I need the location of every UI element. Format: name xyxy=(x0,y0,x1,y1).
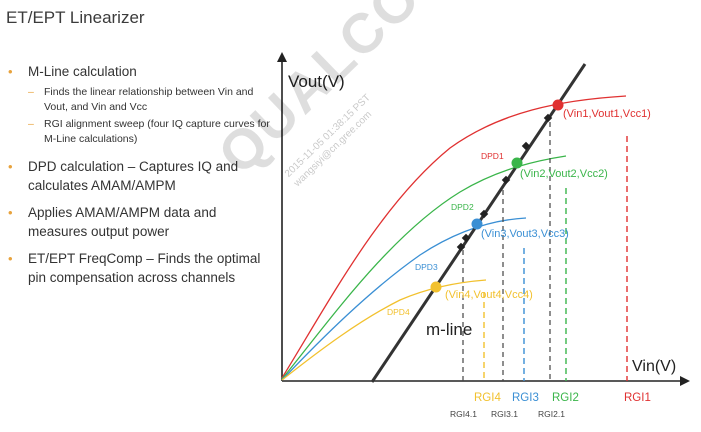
bullet-dot-icon: • xyxy=(8,205,13,220)
sub-bullet-text: RGI alignment sweep (four IQ capture cur… xyxy=(44,118,270,145)
bullet-list: • M-Line calculation – Finds the linear … xyxy=(8,62,270,293)
sub-bullet: – RGI alignment sweep (four IQ capture c… xyxy=(8,117,270,147)
dash-icon: – xyxy=(28,86,34,98)
marker-icon xyxy=(456,242,466,252)
y-axis-label: Vout(V) xyxy=(288,72,345,91)
dash-icon: – xyxy=(28,118,34,130)
dpd1-label: DPD1 xyxy=(481,151,504,161)
dpd3-label: DPD3 xyxy=(415,262,438,272)
sub-bullet: – Finds the linear relationship between … xyxy=(8,85,270,115)
point-2-label: (Vin2,Vout2,Vcc2) xyxy=(520,168,608,180)
bullet-text: Applies AMAM/AMPM data and measures outp… xyxy=(28,205,217,239)
bullet-text: ET/EPT FreqComp – Finds the optimal pin … xyxy=(28,251,261,285)
point-1-label: (Vin1,Vout1,Vcc1) xyxy=(563,108,651,120)
bullet-dot-icon: • xyxy=(8,64,13,79)
m-line-label: m-line xyxy=(426,320,472,339)
page-title: ET/EPT Linearizer xyxy=(6,8,145,27)
x-axis-label: Vin(V) xyxy=(632,358,676,375)
rgi2-1-label: RGI2.1 xyxy=(538,409,565,419)
point-3-label: (Vin3,Vout3,Vcc3) xyxy=(481,228,569,240)
rgi3-1-label: RGI3.1 xyxy=(491,409,518,419)
marker-icon xyxy=(461,233,471,243)
curve-rgi4 xyxy=(281,279,487,381)
sub-bullet-text: Finds the linear relationship between Vi… xyxy=(44,86,254,113)
curve-rgi3 xyxy=(281,217,527,381)
rgi3-label: RGI3 xyxy=(512,392,539,404)
bullet-mline: • M-Line calculation xyxy=(8,62,270,81)
point-2 xyxy=(511,157,523,169)
rgi2-label: RGI2 xyxy=(552,392,579,404)
point-3 xyxy=(471,218,483,230)
bullet-dot-icon: • xyxy=(8,159,13,174)
marker-icon xyxy=(501,175,511,185)
point-4-label: (Vin4,Vout4,Vcc4) xyxy=(445,289,533,301)
dpd4-label: DPD4 xyxy=(387,307,410,317)
bullet-text: M-Line calculation xyxy=(28,64,137,79)
dpd2-label: DPD2 xyxy=(451,202,474,212)
bullet-dot-icon: • xyxy=(8,251,13,266)
curve-rgi2 xyxy=(281,155,567,380)
point-1 xyxy=(552,99,564,111)
rgi4-1-label: RGI4.1 xyxy=(450,409,477,419)
marker-icon xyxy=(479,209,489,219)
x-axis-arrow-icon xyxy=(680,376,690,386)
bullet-text: DPD calculation – Captures IQ and calcul… xyxy=(28,159,239,193)
bullet-freqcomp: • ET/EPT FreqComp – Finds the optimal pi… xyxy=(8,249,270,287)
rgi4-label: RGI4 xyxy=(474,392,501,404)
point-4 xyxy=(430,281,442,293)
linearizer-diagram: Vout(V) Vin(V) (Vin1,Vout1,Vcc1) (Vin2,V… xyxy=(277,52,690,419)
bullet-dpd: • DPD calculation – Captures IQ and calc… xyxy=(8,157,270,195)
rgi1-label: RGI1 xyxy=(624,392,651,404)
y-axis-arrow-icon xyxy=(277,52,287,62)
bullet-amam: • Applies AMAM/AMPM data and measures ou… xyxy=(8,203,270,241)
